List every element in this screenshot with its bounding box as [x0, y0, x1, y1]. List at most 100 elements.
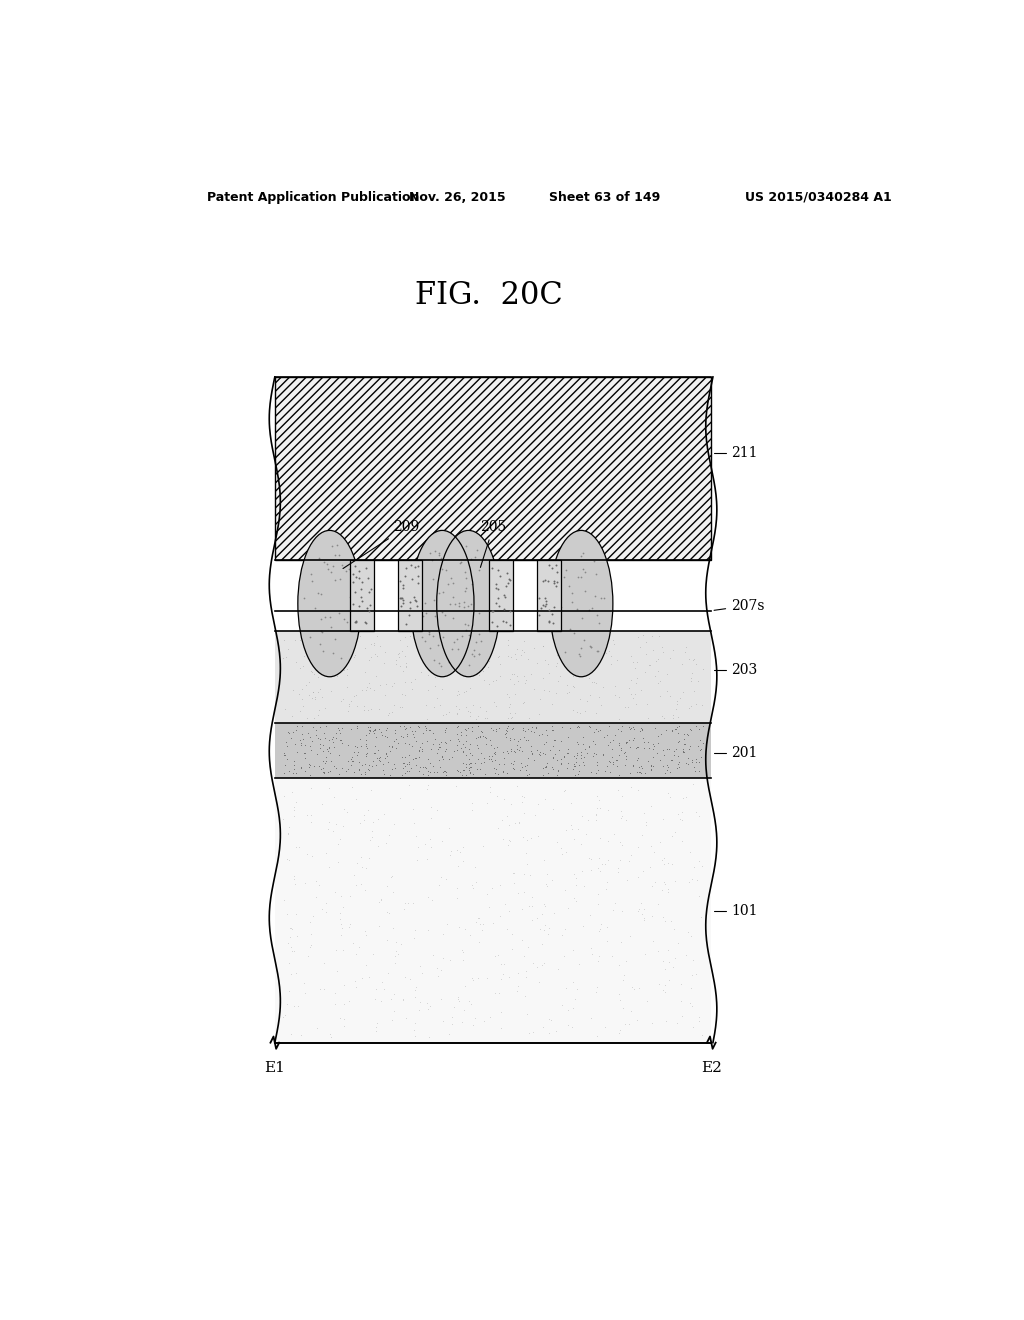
Point — [505, 717, 521, 738]
Point — [630, 900, 646, 921]
Point — [685, 649, 701, 671]
Point — [475, 913, 492, 935]
Point — [348, 944, 365, 965]
Point — [590, 857, 606, 878]
Point — [615, 998, 632, 1019]
Point — [326, 756, 342, 777]
Point — [292, 630, 308, 651]
Point — [512, 759, 528, 780]
Point — [536, 850, 552, 871]
Point — [543, 739, 559, 760]
Point — [588, 809, 604, 830]
Point — [564, 582, 581, 603]
Point — [531, 972, 548, 993]
Point — [336, 609, 352, 630]
Point — [607, 676, 624, 697]
Point — [457, 975, 473, 997]
Point — [572, 744, 589, 766]
Point — [328, 635, 344, 656]
Text: FIG.  20C: FIG. 20C — [415, 280, 563, 312]
Point — [370, 1012, 386, 1034]
Point — [451, 698, 467, 719]
Point — [447, 652, 464, 673]
Point — [361, 759, 378, 780]
Point — [401, 744, 418, 766]
Point — [348, 737, 365, 758]
Point — [438, 913, 455, 935]
Point — [510, 813, 526, 834]
Point — [276, 744, 293, 766]
Point — [582, 635, 598, 656]
Point — [482, 626, 499, 647]
Point — [336, 636, 352, 657]
Point — [287, 734, 303, 755]
Point — [627, 718, 643, 739]
Point — [612, 832, 629, 853]
Point — [427, 676, 443, 697]
Point — [625, 730, 641, 751]
Point — [325, 642, 341, 663]
Point — [614, 900, 631, 921]
Point — [420, 655, 436, 676]
Point — [452, 990, 468, 1011]
Point — [319, 741, 336, 762]
Point — [371, 750, 387, 771]
Point — [669, 1012, 685, 1034]
Point — [349, 696, 366, 717]
Point — [549, 652, 565, 673]
Point — [553, 731, 569, 752]
Point — [334, 917, 350, 939]
Point — [278, 647, 294, 668]
Point — [499, 763, 515, 784]
Point — [449, 887, 465, 908]
Point — [674, 653, 690, 675]
Point — [575, 543, 592, 564]
Point — [296, 587, 312, 609]
Point — [608, 750, 625, 771]
Point — [293, 734, 309, 755]
Point — [690, 1007, 707, 1028]
Point — [314, 898, 331, 919]
Point — [434, 924, 451, 945]
Point — [566, 754, 583, 775]
Point — [536, 635, 552, 656]
Point — [682, 842, 698, 863]
Point — [279, 735, 295, 756]
Point — [462, 742, 478, 763]
Point — [313, 622, 330, 643]
Point — [525, 750, 542, 771]
Point — [583, 859, 599, 880]
Point — [281, 760, 297, 781]
Point — [353, 591, 370, 612]
Point — [407, 721, 423, 742]
Point — [475, 751, 492, 772]
Point — [362, 647, 379, 668]
Point — [501, 697, 517, 718]
Point — [356, 611, 373, 632]
Point — [662, 648, 678, 669]
Text: E2: E2 — [700, 1061, 722, 1074]
Point — [357, 924, 374, 945]
Point — [463, 548, 479, 569]
Point — [681, 697, 697, 718]
Point — [331, 744, 347, 766]
Point — [610, 719, 627, 741]
Point — [379, 718, 395, 739]
Point — [392, 788, 409, 809]
Point — [312, 678, 329, 700]
Point — [419, 730, 435, 751]
Point — [657, 1011, 674, 1032]
Point — [610, 857, 627, 878]
Point — [550, 616, 566, 638]
Point — [610, 709, 627, 730]
Bar — [397, 560, 422, 631]
Point — [418, 694, 434, 715]
Point — [584, 598, 600, 619]
Point — [664, 719, 680, 741]
Point — [428, 762, 444, 783]
Point — [288, 836, 304, 857]
Point — [317, 751, 334, 772]
Point — [350, 568, 367, 589]
Point — [454, 940, 470, 961]
Point — [664, 750, 680, 771]
